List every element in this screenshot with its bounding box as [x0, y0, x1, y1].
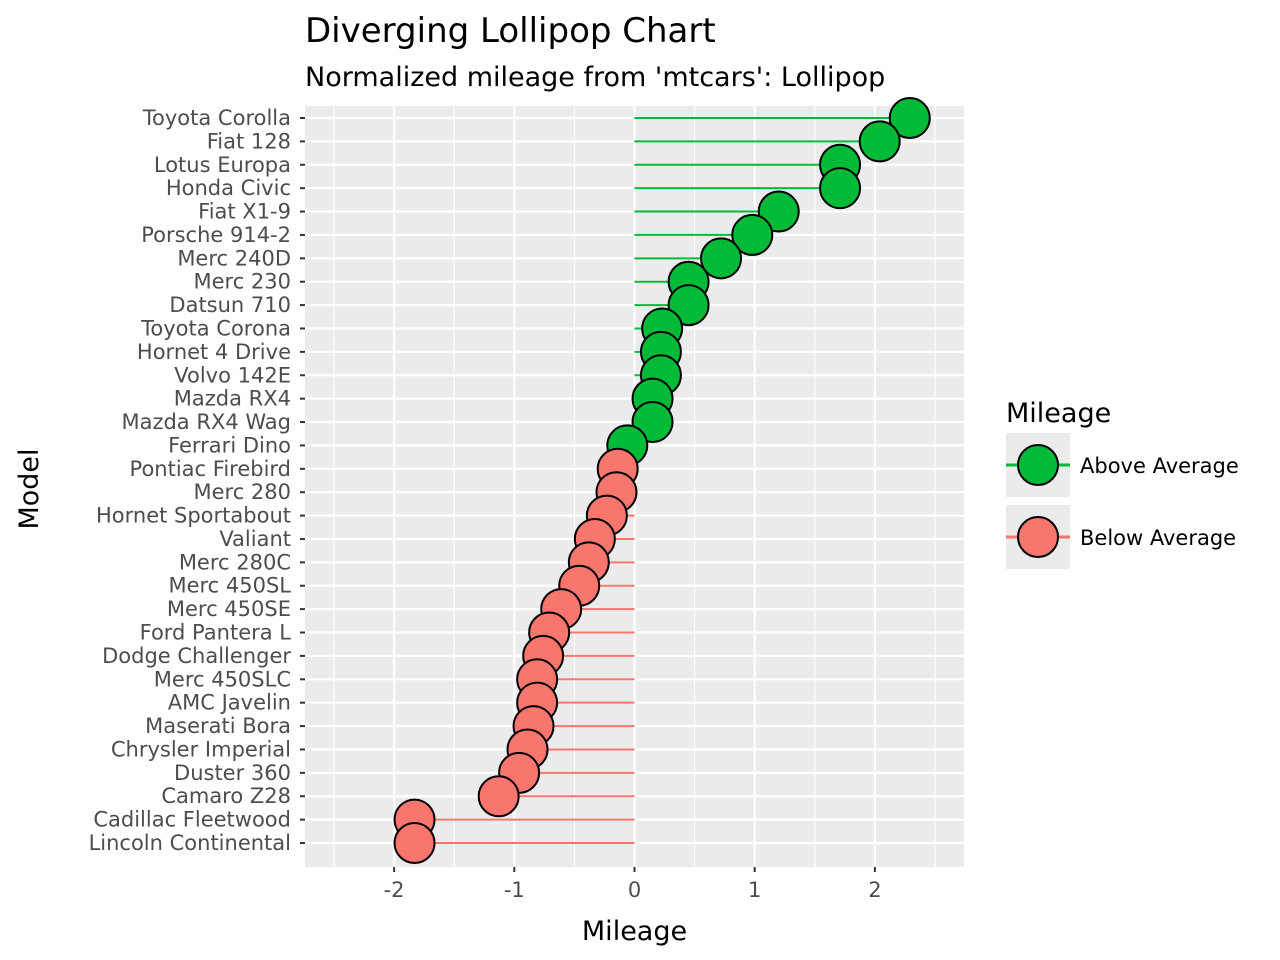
y-tick-label: Porsche 914-2 [141, 223, 291, 247]
y-tick-label: Duster 360 [174, 761, 291, 785]
lollipop-dot [757, 190, 800, 233]
y-tick-label: AMC Javelin [168, 691, 291, 715]
y-tick-label: Datsun 710 [169, 293, 291, 317]
x-tick-label: -2 [384, 878, 405, 902]
x-tick-label: 0 [628, 878, 641, 902]
y-tick-label: Honda Civic [166, 176, 291, 200]
legend: Mileage Above Average Below Average [1006, 398, 1239, 569]
chart-subtitle: Normalized mileage from 'mtcars': Lollip… [305, 62, 885, 93]
y-tick-label: Hornet Sportabout [96, 504, 291, 528]
y-tick-label: Chrysler Imperial [111, 737, 291, 761]
y-tick-label: Pontiac Firebird [130, 457, 291, 481]
x-tick-label: 2 [868, 878, 881, 902]
lollipop-dot [393, 822, 436, 864]
y-tick-label: Fiat 128 [207, 129, 291, 153]
y-tick-label: Lincoln Continental [89, 831, 291, 855]
lollipop-dot [700, 237, 743, 280]
y-tick-label: Fiat X1-9 [198, 200, 291, 224]
y-tick-label: Cadillac Fleetwood [93, 808, 291, 832]
lollipop-dot [477, 775, 520, 818]
x-tick-label: 1 [748, 878, 761, 902]
lollipop-dot [888, 97, 931, 139]
legend-key-below-dot [1017, 516, 1059, 558]
x-axis-title: Mileage [582, 916, 687, 947]
y-tick-label: Valiant [219, 527, 291, 551]
y-tick-label: Mazda RX4 [174, 387, 291, 411]
lollipop-dot [819, 167, 862, 210]
lollipop-dot [667, 284, 710, 327]
legend-title: Mileage [1006, 398, 1111, 429]
y-tick-label: Ferrari Dino [168, 433, 291, 457]
y-tick-label: Hornet 4 Drive [137, 340, 291, 364]
y-tick-label: Maserati Bora [145, 714, 291, 738]
y-tick-label: Merc 280C [179, 550, 291, 574]
y-tick-label: Ford Pantera L [140, 621, 292, 645]
y-tick-label: Toyota Corolla [142, 106, 291, 130]
lollipop-dots [393, 97, 931, 864]
lollipop-dot [858, 120, 901, 163]
y-tick-label: Camaro Z28 [161, 784, 291, 808]
x-tick-label: -1 [504, 878, 525, 902]
y-tick-label: Toyota Corona [140, 316, 291, 340]
legend-label-above: Above Average [1080, 454, 1239, 478]
y-tick-label: Volvo 142E [174, 363, 291, 387]
y-tick-label: Mazda RX4 Wag [121, 410, 291, 434]
chart-title: Diverging Lollipop Chart [305, 11, 716, 51]
legend-key-above-dot [1017, 444, 1059, 486]
y-tick-label: Merc 280 [193, 480, 291, 504]
x-tick-labels: -2 -1 0 1 2 [384, 867, 882, 902]
y-tick-label: Merc 240D [177, 246, 291, 270]
lollipop-stems [414, 117, 910, 844]
y-axis-title: Model [14, 448, 45, 529]
y-tick-label: Merc 450SL [168, 574, 291, 598]
y-tick-label: Merc 450SLC [154, 667, 291, 691]
y-tick-label: Lotus Europa [154, 153, 291, 177]
legend-label-below: Below Average [1080, 526, 1236, 550]
y-tick-label: Merc 450SE [167, 597, 291, 621]
lollipop-dot [731, 213, 774, 256]
y-tick-label: Dodge Challenger [102, 644, 291, 668]
y-tick-label: Merc 230 [193, 270, 291, 294]
